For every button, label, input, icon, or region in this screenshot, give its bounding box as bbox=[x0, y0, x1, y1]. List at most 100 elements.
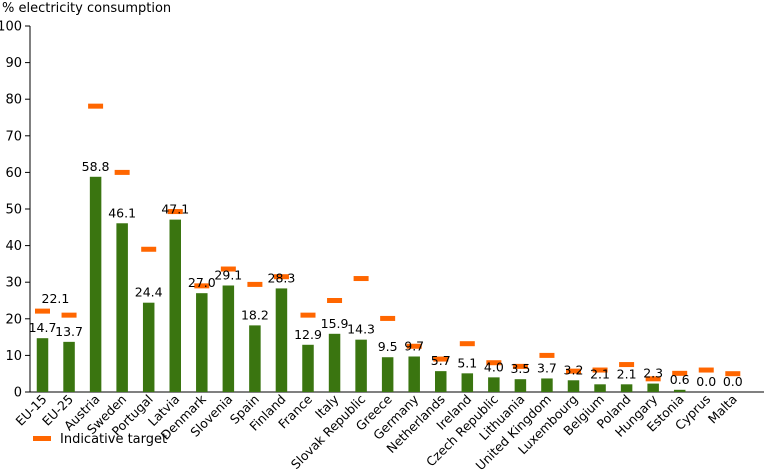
legend-swatch-target bbox=[33, 436, 51, 441]
data-label: 22.1 bbox=[42, 291, 70, 306]
target-marker bbox=[459, 341, 475, 347]
target-marker bbox=[300, 312, 316, 318]
target-marker bbox=[406, 343, 422, 349]
target-marker bbox=[247, 281, 263, 287]
data-label: 3.7 bbox=[537, 360, 557, 375]
bar bbox=[302, 344, 314, 392]
target-marker bbox=[645, 376, 661, 382]
y-tick-label: 90 bbox=[5, 56, 22, 71]
target-marker bbox=[486, 360, 502, 366]
bar bbox=[328, 333, 341, 392]
data-label: 13.7 bbox=[55, 324, 83, 339]
bar bbox=[620, 384, 633, 392]
data-label: 28.3 bbox=[268, 270, 296, 285]
bar bbox=[275, 288, 288, 392]
data-label: 47.1 bbox=[161, 202, 189, 217]
bar bbox=[647, 383, 659, 392]
data-label: 29.1 bbox=[214, 267, 242, 282]
y-tick-label: 60 bbox=[5, 166, 22, 181]
target-marker bbox=[539, 352, 555, 358]
data-label: 9.7 bbox=[404, 338, 424, 353]
bar bbox=[567, 380, 580, 392]
target-marker bbox=[114, 169, 130, 175]
data-label: 3.5 bbox=[510, 361, 530, 376]
data-label: 0.0 bbox=[723, 374, 743, 389]
category-label: Malta bbox=[705, 392, 740, 427]
y-tick-label: 20 bbox=[5, 312, 22, 327]
data-label: 5.7 bbox=[431, 353, 451, 368]
data-label: 58.8 bbox=[82, 159, 110, 174]
data-label: 5.1 bbox=[457, 355, 477, 370]
target-marker bbox=[194, 283, 210, 289]
target-marker bbox=[433, 356, 449, 362]
target-marker bbox=[672, 370, 688, 376]
data-label: 24.4 bbox=[135, 285, 163, 300]
bar bbox=[355, 339, 367, 392]
y-tick-label: 100 bbox=[0, 20, 22, 35]
data-label: 12.9 bbox=[294, 327, 322, 342]
data-label: 15.9 bbox=[321, 316, 349, 331]
category-labels: EU-15EU-25AustriaSwedenPortugalLatviaDen… bbox=[13, 391, 740, 472]
target-marker bbox=[220, 266, 236, 272]
bar bbox=[222, 285, 235, 392]
target-marker bbox=[698, 367, 714, 373]
data-label: 0.0 bbox=[696, 374, 716, 389]
value-labels: 14.713.7 58.8 46.1 24.4 47.1 27.029.1 18.2 28.3… bbox=[29, 159, 743, 389]
y-tick-label: 30 bbox=[5, 276, 22, 291]
y-tick-label: 40 bbox=[5, 239, 22, 254]
bar bbox=[673, 389, 686, 392]
target-marker bbox=[725, 371, 741, 377]
data-label: 2.1 bbox=[617, 366, 637, 381]
bar bbox=[381, 357, 394, 392]
target-marker bbox=[380, 315, 396, 321]
target-marker bbox=[88, 103, 104, 109]
bar bbox=[435, 371, 447, 392]
legend-label-target: Indicative target bbox=[60, 432, 167, 447]
bar bbox=[63, 341, 75, 392]
bar bbox=[594, 384, 606, 392]
bar bbox=[36, 338, 49, 392]
y-axis-title: % electricity consumption bbox=[2, 1, 171, 16]
data-label: 4.0 bbox=[484, 359, 504, 374]
y-tick-label: 80 bbox=[5, 93, 22, 108]
bar-series bbox=[36, 176, 686, 392]
data-label: 46.1 bbox=[108, 205, 136, 220]
y-tick-label: 50 bbox=[5, 203, 22, 218]
bar bbox=[169, 219, 181, 392]
target-marker bbox=[566, 368, 581, 374]
y-tick-label: 10 bbox=[5, 349, 22, 364]
bar bbox=[142, 302, 155, 392]
bar bbox=[249, 325, 261, 392]
bar bbox=[196, 293, 208, 392]
y-tick-label: 0 bbox=[14, 386, 22, 401]
data-label: 18.2 bbox=[241, 307, 269, 322]
bar bbox=[116, 223, 128, 392]
y-tick-label: 70 bbox=[5, 129, 22, 144]
target-series bbox=[35, 103, 741, 382]
data-label: 3.2 bbox=[564, 362, 584, 377]
data-label: 2.1 bbox=[590, 366, 610, 381]
y-axis: 0 10 20 30 40 50 60 70 80 90 100 bbox=[0, 20, 764, 401]
data-label: 14.3 bbox=[347, 322, 375, 337]
data-label: 2.3 bbox=[643, 366, 663, 381]
data-label: 14.7 bbox=[29, 320, 57, 335]
bar bbox=[461, 373, 474, 392]
legend: Indicative target bbox=[33, 432, 167, 447]
data-label: 27.0 bbox=[188, 275, 216, 290]
target-marker bbox=[327, 298, 343, 303]
bar bbox=[408, 356, 420, 392]
target-marker bbox=[61, 312, 77, 318]
target-marker bbox=[353, 276, 369, 282]
bar bbox=[514, 379, 527, 392]
target-marker bbox=[141, 246, 157, 252]
target-marker bbox=[619, 362, 635, 368]
target-marker bbox=[512, 363, 528, 369]
data-label: 0.6 bbox=[670, 372, 690, 387]
target-marker bbox=[592, 367, 608, 373]
data-label: 9.5 bbox=[378, 339, 398, 354]
target-marker bbox=[273, 274, 289, 280]
target-marker bbox=[35, 308, 50, 314]
bar bbox=[488, 377, 500, 392]
bar bbox=[89, 176, 102, 392]
